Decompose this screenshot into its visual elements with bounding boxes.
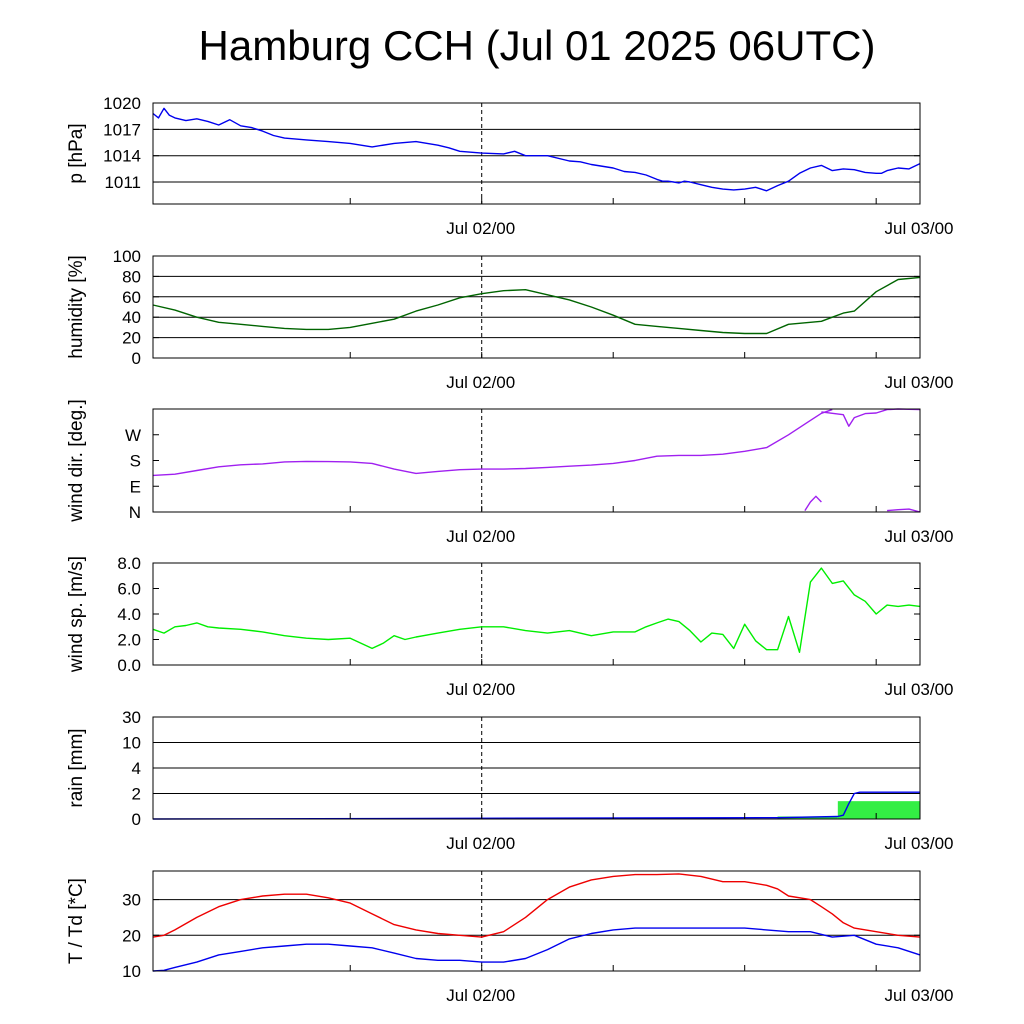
x-tick-label: Jul 02/00: [446, 219, 515, 238]
x-tick-label: Jul 02/00: [446, 527, 515, 546]
chart-title: Hamburg CCH (Jul 01 2025 06UTC): [198, 22, 876, 69]
y-tick-label: 2: [132, 785, 141, 804]
y-tick-label: 0.0: [117, 656, 141, 675]
y-tick-label: 1014: [103, 147, 141, 166]
series-line: [152, 567, 921, 653]
series-line: [152, 276, 921, 335]
x-tick-label: Jul 02/00: [446, 373, 515, 392]
x-tick-label: Jul 03/00: [885, 373, 954, 392]
y-tick-label: 6.0: [117, 580, 141, 599]
panel-wind-speed: 0.0 2.0 4.0 6.0 8.0 Jul 02/00 Jul 03/00 wind sp…: [66, 554, 954, 699]
series-line: [152, 927, 921, 972]
y-tick-label: 10: [122, 734, 141, 753]
x-tick-label: Jul 02/00: [446, 834, 515, 853]
plot-frame: [152, 255, 921, 359]
series-line: [821, 408, 921, 427]
x-tick-label: Jul 03/00: [885, 986, 954, 1005]
y-axis-label: wind sp. [m/s]: [66, 556, 87, 673]
y-tick-label: N: [129, 503, 141, 522]
y-tick-label: 2.0: [117, 631, 141, 650]
y-tick-label: 1020: [103, 94, 141, 113]
panel-temperature: 10 20 30 Jul 02/00 Jul 03/00 T / Td [*C]: [66, 870, 954, 1005]
y-tick-label: 80: [122, 267, 141, 286]
x-tick-label: Jul 03/00: [885, 219, 954, 238]
y-tick-label: 0: [132, 349, 141, 368]
y-tick-label: 40: [122, 308, 141, 327]
y-tick-label: 30: [122, 891, 141, 910]
x-tick-label: Jul 02/00: [446, 680, 515, 699]
series-line: [804, 495, 822, 511]
x-tick-label: Jul 02/00: [446, 986, 515, 1005]
panel-rain: 0 2 4 10 30 Jul 02/00 Jul 03/00 rain [mm]: [66, 708, 954, 853]
y-tick-label: 0: [132, 810, 141, 829]
y-axis-label: T / Td [*C]: [66, 878, 87, 964]
plot-frame: [152, 102, 921, 205]
y-tick-label: 4.0: [117, 605, 141, 624]
y-axis-label: wind dir. [deg.]: [66, 399, 87, 523]
y-tick-label: 8.0: [117, 554, 141, 573]
x-tick-label: Jul 03/00: [885, 527, 954, 546]
y-tick-label: 10: [122, 962, 141, 981]
y-tick-label: 1017: [103, 120, 141, 139]
series-line: [152, 107, 921, 192]
y-tick-label: S: [130, 452, 141, 471]
y-tick-label: 1011: [104, 173, 141, 192]
series-line: [152, 408, 833, 477]
y-tick-label: 20: [122, 329, 141, 348]
y-axis-label: humidity [%]: [66, 255, 87, 358]
y-axis-label: rain [mm]: [66, 728, 87, 807]
y-tick-label: W: [125, 426, 141, 445]
x-tick-label: Jul 03/00: [885, 834, 954, 853]
y-tick-label: 60: [122, 288, 141, 307]
y-tick-label: E: [130, 477, 141, 496]
series-line: [887, 508, 921, 513]
y-axis-label: p [hPa]: [66, 123, 87, 183]
x-tick-label: Jul 03/00: [885, 680, 954, 699]
rain-bar: [837, 801, 920, 819]
y-tick-label: 4: [132, 759, 141, 778]
y-tick-label: 100: [113, 247, 141, 266]
series-line: [152, 873, 921, 938]
plot-frame: [152, 870, 921, 972]
y-tick-label: 20: [122, 926, 141, 945]
y-tick-label: 30: [122, 708, 141, 727]
panel-pressure: 1011 1014 1017 1020 Jul 02/00 Jul 03/00 p [hPa…: [66, 94, 954, 238]
series-line: [152, 791, 920, 820]
